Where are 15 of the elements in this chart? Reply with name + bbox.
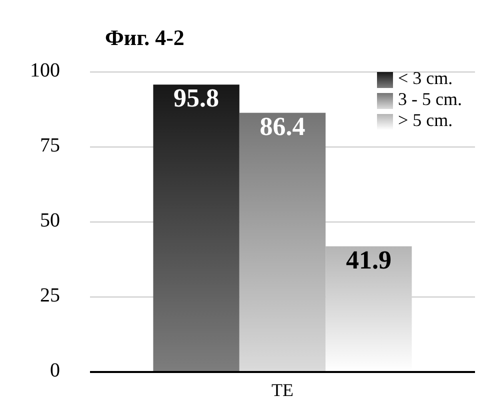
- legend-label: > 5 cm.: [398, 110, 453, 130]
- legend-label: 3 - 5 cm.: [398, 89, 462, 110]
- bar: [239, 112, 326, 372]
- bar: [153, 84, 240, 372]
- data-label: 95.8: [174, 84, 220, 113]
- y-tick-label: 50: [40, 210, 60, 232]
- chart-title: Фиг. 4-2: [105, 25, 184, 50]
- legend-label: < 3 cm.: [398, 68, 453, 88]
- y-tick-label: 100: [30, 60, 60, 82]
- y-tick-label: 75: [40, 134, 60, 157]
- x-tick-label: TE: [272, 380, 294, 400]
- y-tick-label: 0: [50, 360, 60, 382]
- y-tick-label: 25: [40, 284, 60, 307]
- data-label: 86.4: [260, 112, 306, 141]
- data-label: 41.9: [346, 245, 392, 274]
